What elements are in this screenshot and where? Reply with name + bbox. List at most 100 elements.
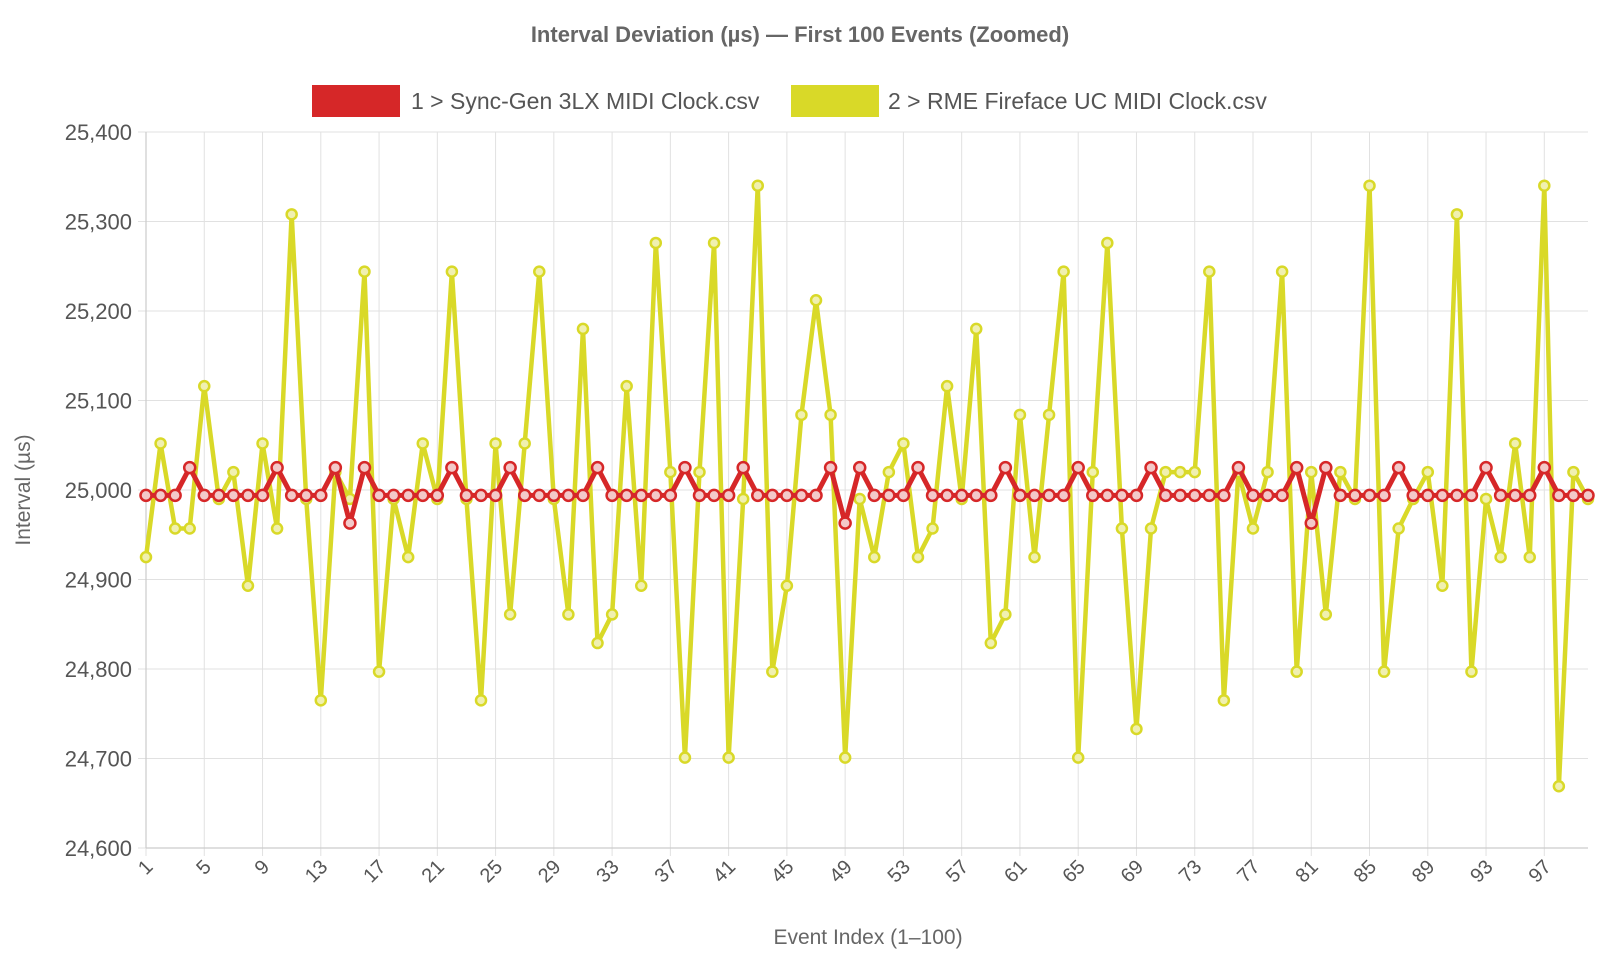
series-1-point (1042, 488, 1056, 503)
series-1-point (1566, 488, 1581, 503)
series-1-line (146, 465, 1588, 526)
series-1-point (1144, 460, 1158, 475)
series-1-point (940, 488, 954, 503)
x-tick-label: 61 (1000, 856, 1031, 887)
x-axis-ticks: 1 5 9 13 17 21 25 29 33 37 41 45 49 53 57 61 65 69 73 77 81 8… (134, 856, 1556, 887)
series-1-point (823, 460, 838, 475)
series-1-point (1231, 460, 1246, 475)
series-2-point (1479, 492, 1493, 506)
series-1-point (1027, 488, 1042, 503)
series-1-point (1187, 488, 1202, 503)
series-1-point (416, 488, 430, 503)
series-2-point (1013, 408, 1027, 422)
series-2-point (1159, 465, 1172, 479)
x-tick-label: 37 (651, 856, 682, 887)
series-2-point (795, 408, 808, 422)
series-1-point (707, 488, 721, 503)
y-tick-label: 25,400 (65, 120, 132, 145)
series-1-point (1333, 488, 1348, 503)
series-2-point (1436, 579, 1449, 593)
series-2-point (634, 579, 648, 593)
series-2-point (1071, 751, 1085, 764)
series-1-point (1581, 488, 1595, 503)
series-1-point (1173, 488, 1187, 503)
series-2-point (1334, 465, 1347, 479)
series-1-point (1289, 460, 1304, 475)
series-2-point (969, 322, 983, 336)
series-2-point (139, 550, 153, 564)
series-2-point (853, 492, 866, 506)
series-2-point (503, 608, 517, 621)
series-2-point (270, 522, 284, 535)
series-1-point (1275, 488, 1289, 503)
series-1-point (197, 488, 212, 503)
series-1-point (1537, 460, 1552, 475)
series-2-point (256, 437, 269, 450)
series-1-point (1071, 460, 1085, 475)
series-1-point (1377, 488, 1391, 503)
series-1-point (1362, 488, 1377, 503)
series-1-point (314, 488, 328, 503)
series-1-point (1056, 488, 1071, 503)
series-2-point (1144, 522, 1158, 535)
series-2-point (1465, 665, 1478, 678)
series-2-point (1392, 522, 1405, 535)
series-1-point (139, 488, 153, 503)
legend-swatch-series-1 (312, 85, 400, 117)
series-1-point (1450, 488, 1464, 503)
series-1-point (765, 488, 780, 503)
series-2-point (1552, 780, 1566, 793)
series-1-point (896, 488, 911, 503)
series-2-point (838, 751, 852, 764)
series-2-point (693, 465, 706, 479)
series-1-point (1479, 460, 1493, 475)
x-tick-label: 13 (301, 856, 332, 887)
series-1-point (1552, 488, 1566, 503)
series-2-point (1246, 522, 1260, 535)
series-2-point (1173, 465, 1187, 479)
series-1-point (153, 488, 168, 503)
series-1-point (1260, 488, 1275, 503)
series-2-point (168, 522, 182, 535)
series-2-point (518, 437, 531, 450)
series-2-point (911, 550, 925, 564)
series-1-point (459, 488, 474, 503)
series-1-point (794, 488, 809, 503)
series-2-point (358, 265, 371, 278)
series-1-point (517, 488, 532, 503)
series-2-point (1305, 465, 1318, 479)
chart-title: Interval Deviation (µs) — First 100 Even… (531, 22, 1069, 47)
series-1-point (1319, 460, 1333, 475)
series-1-point (1464, 488, 1479, 503)
series-1-point (255, 488, 270, 503)
series-2-point (824, 408, 837, 422)
series-2-point (198, 379, 211, 393)
legend-item-series-2[interactable]: 2 > RME Fireface UC MIDI Clock.csv (791, 85, 1267, 117)
series-1-point (925, 488, 940, 503)
legend-item-series-1[interactable]: 1 > Sync-Gen 3LX MIDI Clock.csv (312, 85, 760, 117)
legend[interactable]: 1 > Sync-Gen 3LX MIDI Clock.csv 2 > RME … (312, 85, 1267, 117)
series-2-point (1377, 665, 1391, 678)
series-1-point (474, 488, 488, 503)
series-2-point (1538, 179, 1551, 192)
series-2-line (143, 183, 1590, 789)
x-tick-label: 41 (709, 856, 740, 887)
y-tick-label: 25,000 (65, 478, 132, 503)
series-2-point (591, 636, 604, 650)
series-2-point (1290, 665, 1303, 678)
series-1-point (1406, 488, 1420, 503)
x-tick-label: 21 (418, 856, 449, 887)
x-tick-label: 1 (134, 856, 157, 879)
series-1-point (270, 460, 284, 475)
x-tick-label: 93 (1466, 856, 1497, 887)
series-1-point (590, 460, 605, 475)
series-1-point (532, 488, 547, 503)
series-1-point (357, 460, 372, 475)
series-1-point (1304, 516, 1318, 530)
series-2-point (1275, 265, 1289, 278)
series-2-point (1421, 465, 1435, 479)
series-2-point (183, 522, 196, 535)
series-1-point (168, 488, 182, 503)
series-2-point (533, 265, 546, 278)
